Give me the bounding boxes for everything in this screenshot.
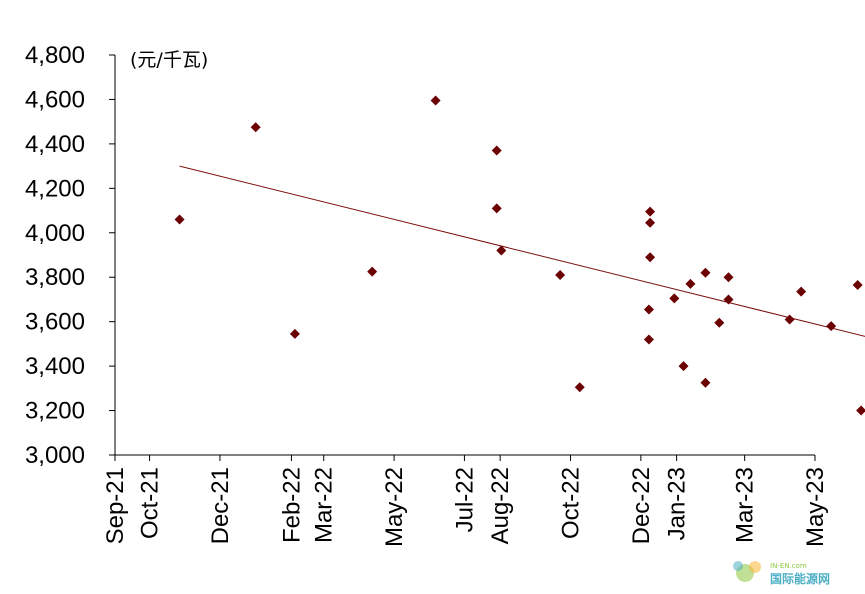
data-point — [700, 377, 711, 388]
y-tick-labels: 3,000 3,200 3,400 3,600 3,800 4,000 4,200 4,400… — [25, 42, 85, 469]
data-point — [496, 245, 507, 256]
unit-label: (元/千瓦) — [130, 49, 208, 71]
data-point — [723, 294, 734, 305]
data-point — [643, 334, 654, 345]
data-point — [491, 203, 502, 214]
x-tick-label: Aug-22 — [487, 467, 514, 544]
x-tick-label: Jan-23 — [664, 467, 691, 540]
watermark-site-name: 国际能源网 — [770, 571, 830, 586]
y-tick-label: 4,800 — [25, 42, 85, 69]
x-tick-label: May-23 — [802, 467, 829, 547]
data-point — [796, 286, 807, 297]
y-tick-label: 4,400 — [25, 131, 85, 158]
data-point — [826, 321, 837, 332]
data-point — [367, 266, 378, 277]
data-point — [430, 95, 441, 106]
data-point — [491, 145, 502, 156]
x-tick-label: Mar-23 — [732, 467, 759, 543]
x-tick-label: Mar-22 — [311, 467, 338, 543]
data-point — [645, 252, 656, 263]
data-point — [784, 314, 795, 325]
data-point — [685, 278, 696, 289]
axes — [109, 54, 816, 461]
data-points — [174, 95, 865, 416]
x-tick-labels: Sep-21 Oct-21 Dec-21 Feb-22 Mar-22 May-22 Jul-… — [102, 467, 829, 547]
x-tick-label: Sep-21 — [102, 467, 129, 544]
data-point — [723, 272, 734, 283]
y-tick-label: 4,000 — [25, 220, 85, 247]
data-point — [852, 280, 863, 290]
x-tick-label: May-22 — [381, 467, 408, 547]
x-tick-label: Oct-21 — [137, 467, 164, 539]
data-point — [700, 267, 711, 278]
data-point — [678, 361, 689, 372]
trendline-group — [179, 165, 865, 337]
data-point — [555, 270, 566, 280]
y-tick-label: 3,000 — [25, 442, 85, 469]
y-tick-label: 3,800 — [25, 264, 85, 291]
y-tick-label: 3,400 — [25, 353, 85, 380]
x-tick-label: Dec-21 — [207, 467, 234, 544]
y-tick-label: 3,200 — [25, 398, 85, 425]
data-point — [574, 382, 585, 393]
y-tick-label: 4,600 — [25, 86, 85, 113]
data-point — [250, 122, 261, 133]
y-tick-label: 3,600 — [25, 309, 85, 336]
x-tick-label: Jul-22 — [451, 467, 478, 532]
watermark-logo-icon — [733, 561, 761, 582]
data-point — [174, 214, 185, 225]
y-tick-label: 4,200 — [25, 175, 85, 202]
data-point — [645, 206, 656, 217]
watermark: IN-EN.com 国际能源网 — [733, 561, 830, 586]
trendline — [179, 165, 865, 337]
x-tick-label: Dec-22 — [628, 467, 655, 544]
data-point — [289, 328, 300, 339]
data-point — [669, 293, 680, 304]
x-tick-label: Oct-22 — [558, 467, 585, 539]
data-point — [856, 405, 865, 416]
x-tick-label: Feb-22 — [278, 467, 305, 543]
data-point — [714, 317, 725, 328]
data-point — [643, 304, 654, 315]
watermark-domain: IN-EN.com — [770, 562, 807, 570]
data-point — [645, 217, 656, 228]
